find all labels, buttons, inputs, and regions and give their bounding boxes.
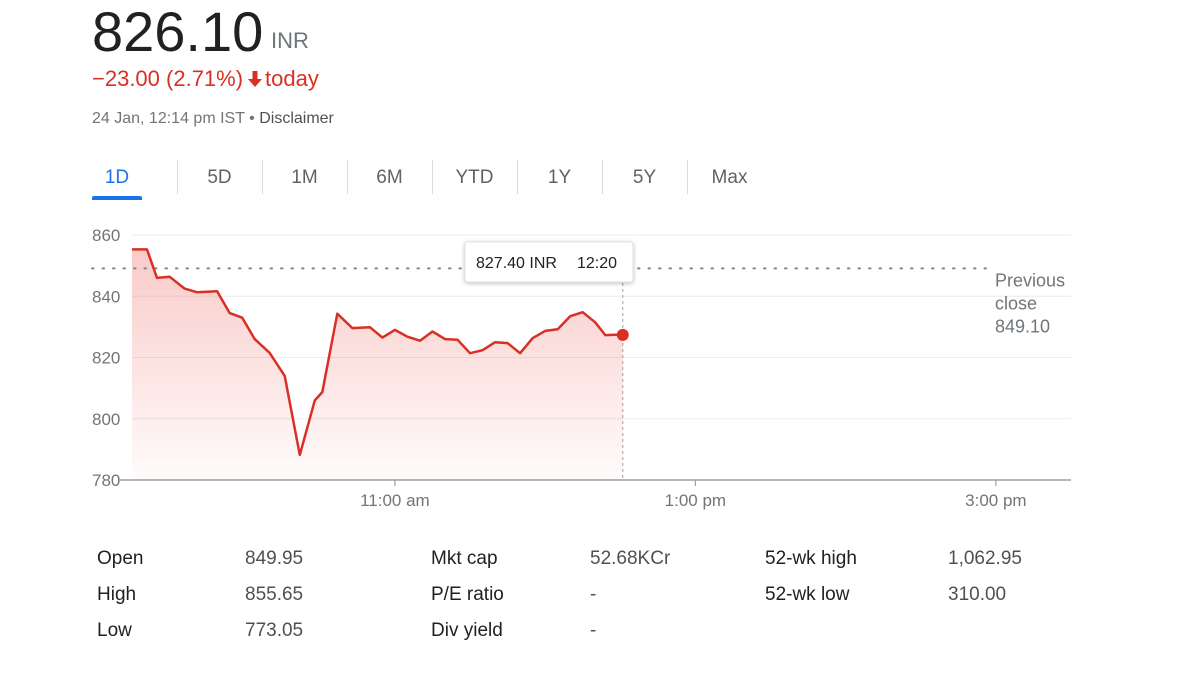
range-tabs: 1D 5D 1M 6M YTD 1Y 5Y Max xyxy=(92,160,772,200)
stat-high-label: High xyxy=(97,584,137,605)
x-tick-label: 11:00 am xyxy=(360,491,430,510)
y-tick-label: 780 xyxy=(92,471,120,490)
tab-1y[interactable]: 1Y xyxy=(517,160,602,200)
price-line xyxy=(132,248,623,457)
price-area xyxy=(132,249,623,480)
y-tick-label: 840 xyxy=(92,287,120,306)
arrow-down-icon xyxy=(247,68,263,94)
tab-6m[interactable]: 6M xyxy=(347,160,432,200)
price-change: −23.00 (2.71%) today xyxy=(92,66,319,94)
stat-52wk-low-label: 52-wk low xyxy=(765,584,850,605)
timestamp: 24 Jan, 12:14 pm IST xyxy=(92,110,245,127)
tooltip-value: 827.40 INR xyxy=(476,255,557,272)
tab-spacer xyxy=(142,160,177,200)
previous-close-label: Previous xyxy=(995,270,1065,290)
y-tick-label: 800 xyxy=(92,410,120,429)
cursor-dot xyxy=(616,328,629,341)
stat-low-label: Low xyxy=(97,620,132,641)
stat-div-value: - xyxy=(590,620,597,641)
stat-low-value: 773.05 xyxy=(245,620,304,641)
current-price: 826.10 xyxy=(92,0,264,63)
tab-5y[interactable]: 5Y xyxy=(602,160,687,200)
x-tick-label: 1:00 pm xyxy=(665,491,726,510)
stat-52wk-high-label: 52-wk high xyxy=(765,548,857,569)
previous-close-value: 849.10 xyxy=(995,316,1050,336)
tooltip-box xyxy=(464,241,634,283)
stat-pe-label: P/E ratio xyxy=(431,584,504,605)
disclaimer-link[interactable]: Disclaimer xyxy=(259,110,334,127)
stat-open-label: Open xyxy=(97,548,144,569)
stat-open-value: 849.95 xyxy=(245,548,304,569)
tooltip-time: 12:20 xyxy=(577,255,617,272)
stat-mktcap-label: Mkt cap xyxy=(431,548,498,569)
tab-max[interactable]: Max xyxy=(687,160,772,200)
stat-high-value: 855.65 xyxy=(245,584,304,605)
tab-1d[interactable]: 1D xyxy=(92,160,142,200)
change-value: −23.00 (2.71%) xyxy=(92,66,244,91)
stat-mktcap-value: 52.68KCr xyxy=(590,548,671,569)
stat-52wk-high-value: 1,062.95 xyxy=(948,548,1022,569)
currency-label: INR xyxy=(271,28,309,53)
y-tick-label: 860 xyxy=(92,226,120,245)
x-tick-label: 3:00 pm xyxy=(965,491,1026,510)
y-tick-label: 820 xyxy=(92,349,120,368)
stat-div-label: Div yield xyxy=(431,620,503,641)
stat-pe-value: - xyxy=(590,584,597,605)
tab-5d[interactable]: 5D xyxy=(177,160,262,200)
tab-1m[interactable]: 1M xyxy=(262,160,347,200)
change-suffix: today xyxy=(265,66,319,91)
price-chart[interactable]: 860 840 820 800 780 11:00 am 1:00 pm 3:00 pm Pr… xyxy=(0,210,1200,510)
timestamp-line: 24 Jan, 12:14 pm IST • Disclaimer xyxy=(92,110,334,128)
meta-separator: • xyxy=(249,110,255,127)
previous-close-label: close xyxy=(995,293,1037,313)
tab-ytd[interactable]: YTD xyxy=(432,160,517,200)
stat-52wk-low-value: 310.00 xyxy=(948,584,1007,605)
